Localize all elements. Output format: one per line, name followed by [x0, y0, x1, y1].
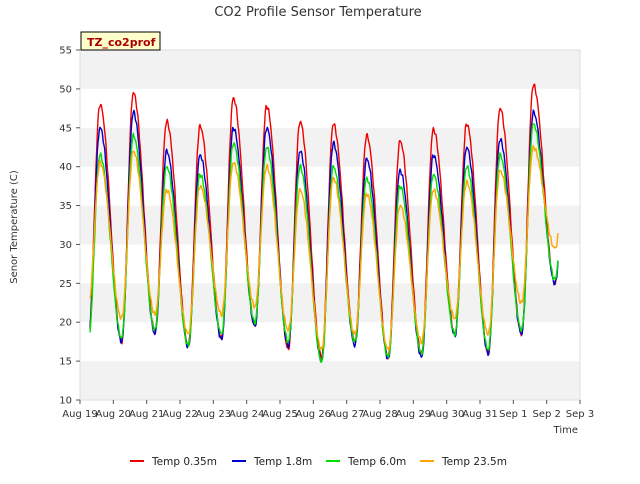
background-bands	[79, 49, 581, 401]
plot-frame	[79, 49, 581, 401]
legend-item: Temp 23.5m	[420, 456, 507, 468]
x-tick-label: Aug 28	[362, 409, 397, 420]
legend-label: Temp 6.0m	[347, 456, 406, 468]
legend-item: Temp 0.35m	[130, 456, 217, 468]
y-tick-label: 20	[59, 318, 72, 329]
y-tick-label: 45	[59, 123, 72, 134]
y-tick-label: 55	[59, 46, 72, 57]
x-tick-label: Aug 25	[262, 409, 297, 420]
series-line-temp-23-5m	[89, 144, 559, 351]
x-tick-label: Aug 19	[62, 409, 97, 420]
chart-title: CO2 Profile Sensor Temperature	[214, 5, 421, 20]
legend-label: Temp 23.5m	[441, 456, 507, 468]
y-tick-label: 10	[59, 396, 72, 407]
legend-label: Temp 1.8m	[253, 456, 312, 468]
x-tick-label: Aug 22	[162, 409, 197, 420]
x-tick-label: Sep 1	[499, 409, 527, 420]
y-tick-label: 15	[59, 357, 72, 368]
x-tick-label: Aug 30	[429, 409, 464, 420]
site-label-box: TZ_co2prof	[80, 31, 161, 51]
x-tick-label: Sep 3	[566, 409, 594, 420]
x-tick-label: Aug 27	[329, 409, 364, 420]
grid-band	[80, 361, 580, 400]
y-tick-label: 50	[59, 84, 72, 95]
y-axis: 10 15 20 25 30 35 40 45 50 55	[59, 46, 80, 407]
x-tick-label: Aug 29	[396, 409, 431, 420]
grid-band	[80, 50, 580, 89]
legend-item: Temp 6.0m	[326, 456, 406, 468]
legend: Temp 0.35m Temp 1.8m Temp 6.0m Temp 23.5m	[130, 456, 507, 468]
legend-label: Temp 0.35m	[151, 456, 217, 468]
x-tick-label: Aug 23	[196, 409, 231, 420]
grid-band	[80, 283, 580, 323]
x-tick-label: Aug 26	[296, 409, 331, 420]
y-tick-label: 30	[59, 240, 72, 251]
y-tick-label: 25	[59, 279, 72, 290]
y-tick-label: 40	[59, 162, 72, 173]
legend-item: Temp 1.8m	[232, 456, 312, 468]
y-tick-label: 35	[59, 201, 72, 212]
x-tick-label: Aug 21	[129, 409, 164, 420]
x-tick-label: Sep 2	[532, 409, 560, 420]
x-tick-label: Aug 24	[229, 409, 264, 420]
x-tick-label: Aug 31	[462, 409, 497, 420]
site-label: TZ_co2prof	[87, 36, 156, 49]
x-tick-label: Aug 20	[96, 409, 131, 420]
x-axis-label: Time	[553, 425, 578, 436]
series-layer	[89, 83, 559, 364]
y-axis-label: Senor Temperature (C)	[9, 170, 20, 284]
